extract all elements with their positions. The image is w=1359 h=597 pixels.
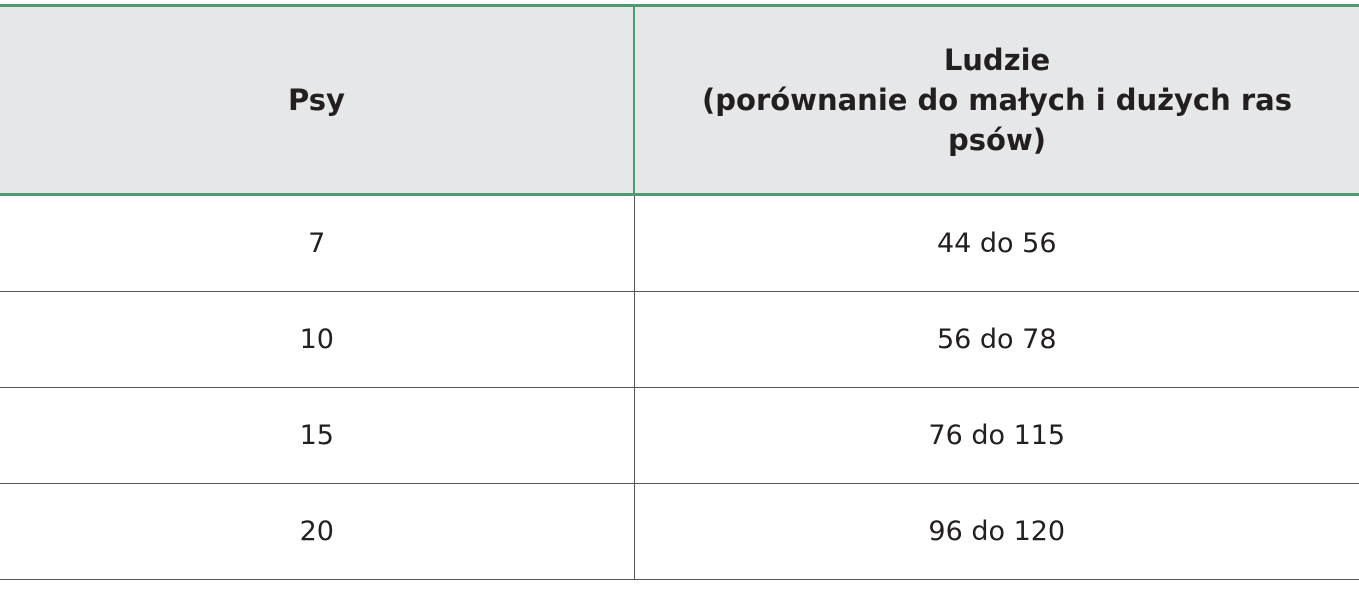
cell-dogs: 7 xyxy=(0,194,635,292)
cell-humans: 76 do 115 xyxy=(634,387,1359,484)
table-row: 20 96 do 120 xyxy=(0,483,1359,580)
table-row: 7 44 do 56 xyxy=(0,194,1359,292)
table-row: 15 76 do 115 xyxy=(0,387,1359,484)
cell-humans: 44 do 56 xyxy=(634,194,1359,292)
cell-humans: 96 do 120 xyxy=(634,483,1359,580)
header-humans: Ludzie (porównanie do małych i dużych ra… xyxy=(634,4,1359,196)
cell-humans: 56 do 78 xyxy=(634,291,1359,388)
header-row: Psy Ludzie (porównanie do małych i dużyc… xyxy=(0,4,1359,196)
header-humans-title: Ludzie xyxy=(943,43,1051,77)
header-humans-subtitle: (porównanie do małych i dużych ras psów) xyxy=(702,83,1292,157)
cell-dogs: 10 xyxy=(0,291,635,388)
header-dogs: Psy xyxy=(0,4,635,196)
dog-human-age-table: Psy Ludzie (porównanie do małych i dużyc… xyxy=(0,4,1359,580)
cell-dogs: 15 xyxy=(0,387,635,484)
cell-dogs: 20 xyxy=(0,483,635,580)
table-row: 10 56 do 78 xyxy=(0,291,1359,388)
